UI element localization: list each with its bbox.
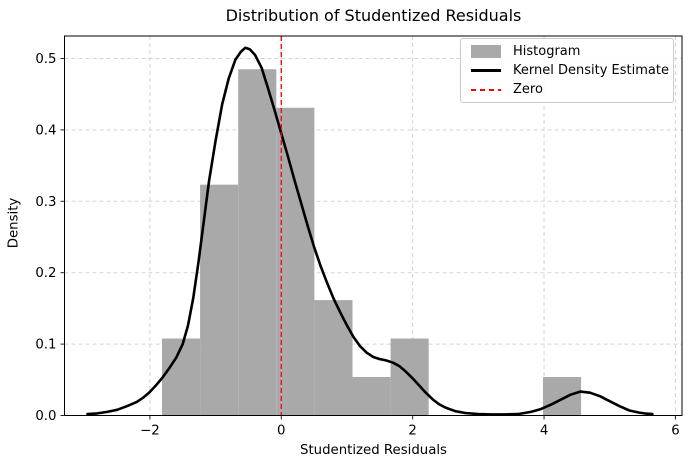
x-tick-label: 6: [671, 424, 679, 439]
y-tick-label: 0.3: [35, 195, 56, 210]
legend-item-zero: Zero: [461, 81, 673, 98]
legend-label-zero: Zero: [513, 82, 543, 97]
histogram-bar: [314, 300, 353, 416]
histogram-bar: [161, 338, 201, 416]
x-tick-label: 2: [408, 424, 416, 439]
zero-dashed-line-swatch-icon: [471, 88, 501, 91]
y-tick-label: 0.4: [35, 123, 56, 138]
legend: Histogram Kernel Density Estimate Zero: [460, 38, 674, 103]
x-tick-label: −2: [140, 424, 160, 439]
histogram-bar: [542, 377, 582, 416]
y-tick-label: 0.5: [35, 52, 56, 67]
y-tick-label: 0.0: [35, 409, 56, 424]
legend-label-histogram: Histogram: [513, 44, 581, 59]
x-axis-label: Studentized Residuals: [300, 443, 447, 458]
histogram-bar: [352, 377, 391, 416]
histogram-bar: [238, 69, 277, 416]
y-tick-label: 0.2: [35, 266, 56, 281]
legend-item-kde: Kernel Density Estimate: [461, 62, 673, 79]
legend-item-histogram: Histogram: [461, 43, 673, 60]
y-axis-label: Density: [6, 197, 22, 249]
histogram-bar: [200, 184, 239, 416]
histogram-bar: [276, 107, 315, 416]
x-tick-label: 0: [277, 424, 285, 439]
y-tick-label: 0.1: [35, 338, 56, 353]
kde-line-swatch-icon: [471, 69, 501, 72]
histogram-swatch-icon: [471, 45, 501, 58]
kde-curve: [86, 46, 654, 416]
legend-label-kde: Kernel Density Estimate: [513, 63, 669, 78]
chart-title: Distribution of Studentized Residuals: [225, 6, 522, 25]
x-tick-label: 4: [540, 424, 548, 439]
plot-border: [64, 35, 683, 416]
